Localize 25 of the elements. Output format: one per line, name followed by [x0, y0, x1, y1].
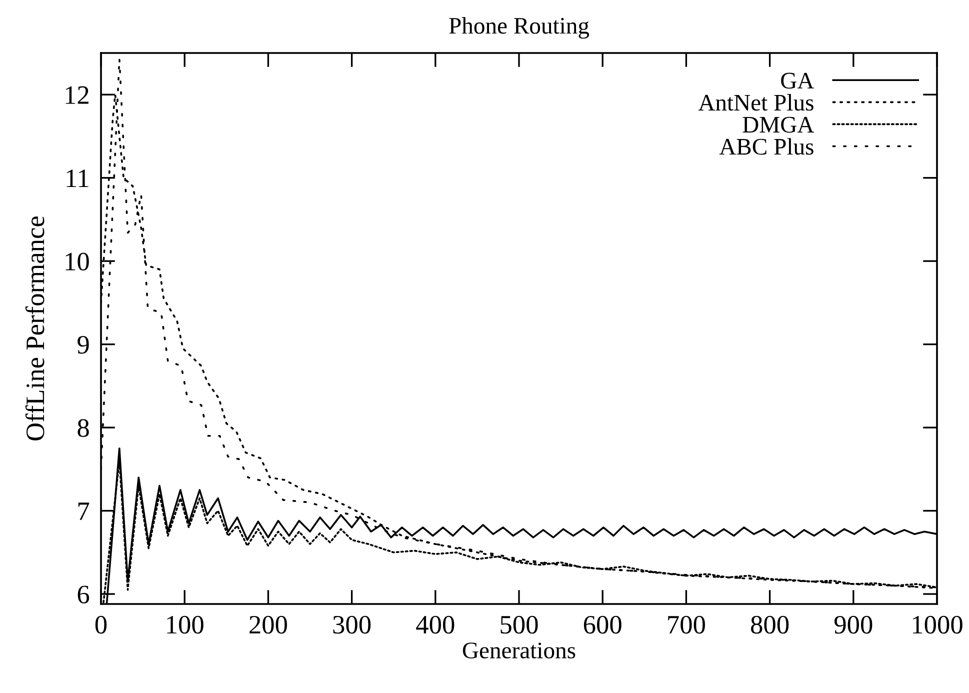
y-tick-label: 12 [66, 86, 88, 104]
y-axis-title: OffLine Performance [25, 216, 44, 440]
x-tick-label: 500 [500, 616, 538, 634]
chart-title: Phone Routing [449, 17, 590, 39]
y-tick-label: 7 [78, 502, 90, 520]
x-tick-label: 100 [167, 616, 204, 634]
y-tick-label: 10 [66, 252, 89, 270]
y-tick-label: 8 [78, 419, 89, 437]
y-tick-label: 11 [66, 170, 88, 188]
x-tick-label: 0 [95, 616, 107, 634]
legend-label: GA [781, 72, 814, 89]
x-tick-label: 300 [333, 616, 371, 634]
x-tick-label: 900 [834, 616, 872, 634]
x-tick-label: 800 [751, 616, 789, 634]
x-tick-label: 700 [668, 616, 705, 634]
legend-label: AntNet Plus [698, 94, 814, 111]
x-tick-label: 600 [584, 616, 622, 634]
x-tick-label: 400 [416, 616, 454, 634]
legend-label: ABC Plus [719, 138, 814, 155]
x-tick-label: 200 [250, 616, 287, 634]
y-tick-label: 9 [78, 336, 89, 354]
y-tick-label: 6 [78, 586, 90, 604]
x-axis-title: Generations [462, 642, 576, 658]
x-tick-label: 1000 [912, 616, 962, 634]
legend-label: DMGA [742, 116, 814, 133]
